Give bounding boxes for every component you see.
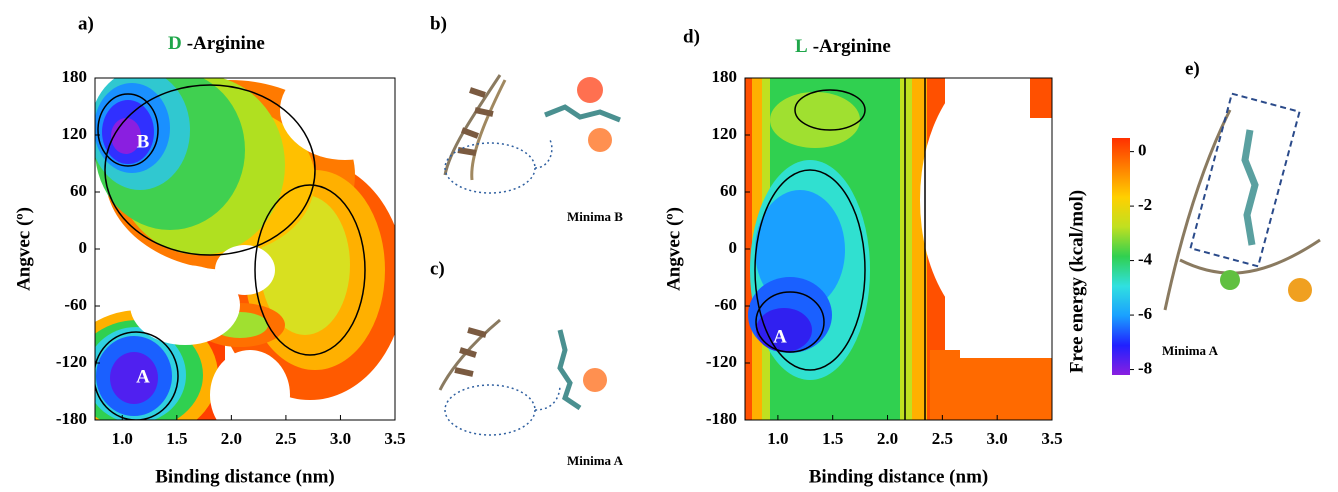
y-tick-label: 0 (79, 238, 88, 257)
annotation: A (136, 366, 150, 387)
y-axis-label: Angvec (º) (663, 207, 684, 291)
y-tick-label: 60 (720, 181, 737, 200)
colorbar-tick-label: -6 (1138, 304, 1152, 323)
y-tick-label: -60 (64, 295, 87, 314)
x-tick-label: 3.0 (987, 429, 1008, 448)
panel-label: d) (683, 26, 700, 47)
x-axis-label: Binding distance (nm) (809, 466, 988, 487)
y-tick-label: -120 (56, 352, 87, 371)
x-axis-label: Binding distance (nm) (155, 466, 334, 487)
title-text: -Arginine (187, 33, 265, 54)
x-tick-label: 2.0 (221, 429, 242, 448)
panel-label: c) (430, 258, 445, 279)
y-tick-label: -180 (706, 409, 737, 428)
y-tick-label: 120 (712, 124, 738, 143)
y-tick-label: -180 (56, 409, 87, 428)
x-tick-label: 2.5 (275, 429, 296, 448)
y-tick-label: 180 (62, 67, 88, 86)
x-tick-label: 3.5 (1041, 429, 1062, 448)
colorbar-tick-label: 0 (1138, 141, 1147, 160)
chart-title: L -Arginine (795, 36, 891, 57)
colorbar-tick-label: -8 (1138, 358, 1152, 377)
chart-title: D -Arginine (168, 33, 265, 54)
x-tick-label: 3.5 (384, 429, 405, 448)
colorbar-tick-label: -2 (1138, 195, 1152, 214)
caption: Minima A (567, 453, 624, 468)
y-tick-label: 180 (712, 67, 738, 86)
caption: Minima A (1162, 343, 1219, 358)
x-tick-label: 1.5 (166, 429, 187, 448)
caption: Minima B (567, 209, 623, 224)
colorbar-tick-label: -4 (1138, 249, 1153, 268)
x-tick-label: 2.0 (877, 429, 898, 448)
energy-field (745, 78, 1052, 420)
y-axis-label: Angvec (º) (13, 207, 34, 291)
x-tick-label: 1.0 (767, 429, 788, 448)
energy-field (95, 78, 395, 420)
panel-label: e) (1185, 58, 1200, 79)
annotation: A (773, 326, 787, 347)
colorbar-label: Free energy (kcal/mol) (1066, 190, 1087, 373)
panel-label: a) (78, 13, 94, 34)
title-prefix: D (168, 33, 182, 54)
y-tick-label: 0 (729, 238, 738, 257)
x-tick-label: 1.0 (112, 429, 133, 448)
molecule-inset (438, 74, 1321, 436)
y-tick-label: 120 (62, 124, 88, 143)
colorbar (1112, 138, 1130, 375)
annotation: B (137, 131, 150, 152)
x-tick-label: 2.5 (932, 429, 953, 448)
x-tick-label: 3.0 (330, 429, 351, 448)
y-tick-label: 60 (70, 181, 87, 200)
y-tick-label: -120 (706, 352, 737, 371)
x-tick-label: 1.5 (822, 429, 843, 448)
y-tick-label: -60 (714, 295, 737, 314)
panel-label: b) (430, 13, 447, 34)
title-prefix: L (795, 36, 808, 57)
title-text: -Arginine (813, 36, 891, 57)
